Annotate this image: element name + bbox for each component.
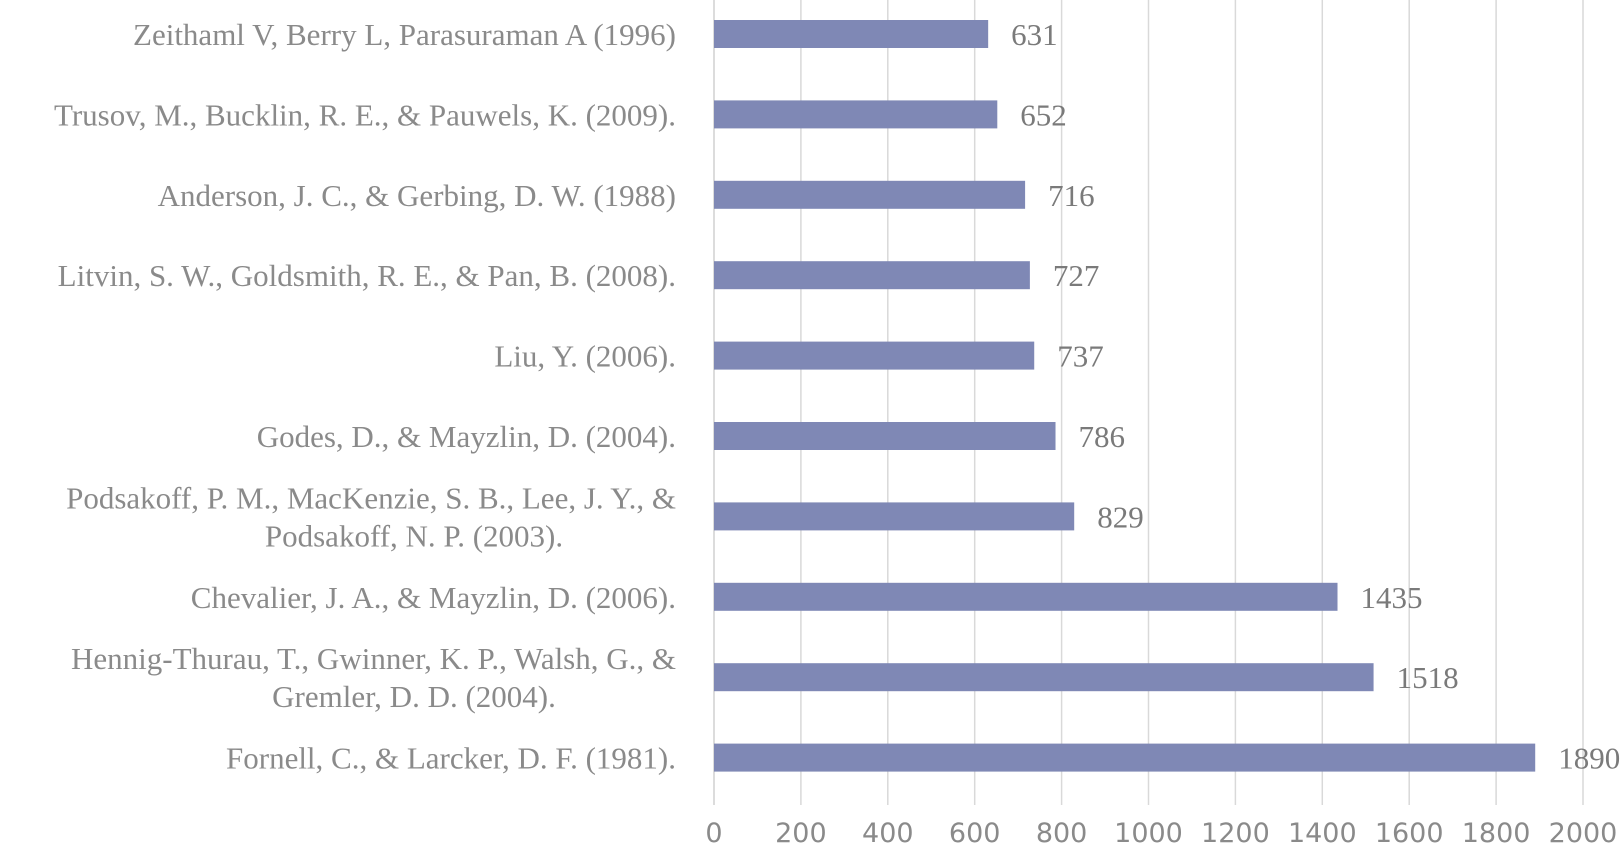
x-tick-label: 2000: [1549, 818, 1618, 849]
bar: [714, 20, 989, 48]
data-label: 737: [1057, 339, 1104, 374]
x-tick-label: 200: [775, 818, 827, 849]
category-labels-group: Zeithaml V, Berry L, Parasuraman A (1996…: [54, 17, 676, 776]
x-tick-label: 1400: [1288, 818, 1357, 849]
bar: [714, 100, 998, 129]
data-label: 631: [1011, 17, 1057, 52]
category-label: Godes, D., & Mayzlin, D. (2004).: [257, 419, 676, 454]
category-label: Litvin, S. W., Goldsmith, R. E., & Pan, …: [58, 258, 676, 293]
data-labels-group: 631 652 716 727 737 786 829 1435 1518 1890: [1011, 17, 1620, 776]
bar: [714, 261, 1030, 290]
data-label: 786: [1079, 419, 1126, 454]
vertical-gridlines: [713, 0, 1584, 805]
category-label: Anderson, J. C., & Gerbing, D. W. (1988): [158, 178, 676, 213]
bar: [714, 663, 1374, 692]
category-label: Gremler, D. D. (2004).: [272, 679, 556, 714]
data-label: 1518: [1397, 660, 1459, 695]
x-tick-label: 1200: [1201, 818, 1270, 849]
category-label: Fornell, C., & Larcker, D. F. (1981).: [226, 741, 676, 776]
bar: [714, 422, 1056, 450]
bar: [714, 502, 1075, 531]
x-tick-label: 0: [705, 818, 722, 849]
x-tick-label: 400: [862, 818, 914, 849]
x-tick-label: 1600: [1375, 818, 1444, 849]
data-label: 829: [1097, 499, 1144, 534]
category-label: Podsakoff, N. P. (2003).: [265, 518, 563, 553]
category-label: Trusov, M., Bucklin, R. E., & Pauwels, K…: [54, 97, 676, 132]
category-label: Podsakoff, P. M., MacKenzie, S. B., Lee,…: [66, 480, 676, 515]
x-tick-label: 800: [1036, 818, 1088, 849]
category-label: Chevalier, J. A., & Mayzlin, D. (2006).: [191, 580, 676, 615]
category-label: Hennig-Thurau, T., Gwinner, K. P., Walsh…: [71, 641, 676, 676]
bar: [714, 582, 1338, 611]
bar: [714, 180, 1026, 209]
category-label: Liu, Y. (2006).: [494, 339, 676, 374]
data-label: 716: [1048, 178, 1095, 213]
bars-group: [714, 20, 1536, 772]
bar: [714, 341, 1035, 370]
data-label: 652: [1020, 97, 1066, 132]
data-label: 1435: [1361, 580, 1423, 615]
x-axis-tick-labels: 0 200 400 600 800 1000 1200 1400 1600 1800 2000: [705, 818, 1617, 849]
x-tick-label: 1000: [1114, 818, 1183, 849]
data-label: 727: [1053, 258, 1100, 293]
x-tick-label: 600: [949, 818, 1001, 849]
bar: [714, 743, 1536, 772]
data-label: 1890: [1558, 741, 1620, 776]
x-tick-label: 1800: [1462, 818, 1531, 849]
category-label: Zeithaml V, Berry L, Parasuraman A (1996…: [133, 17, 676, 52]
